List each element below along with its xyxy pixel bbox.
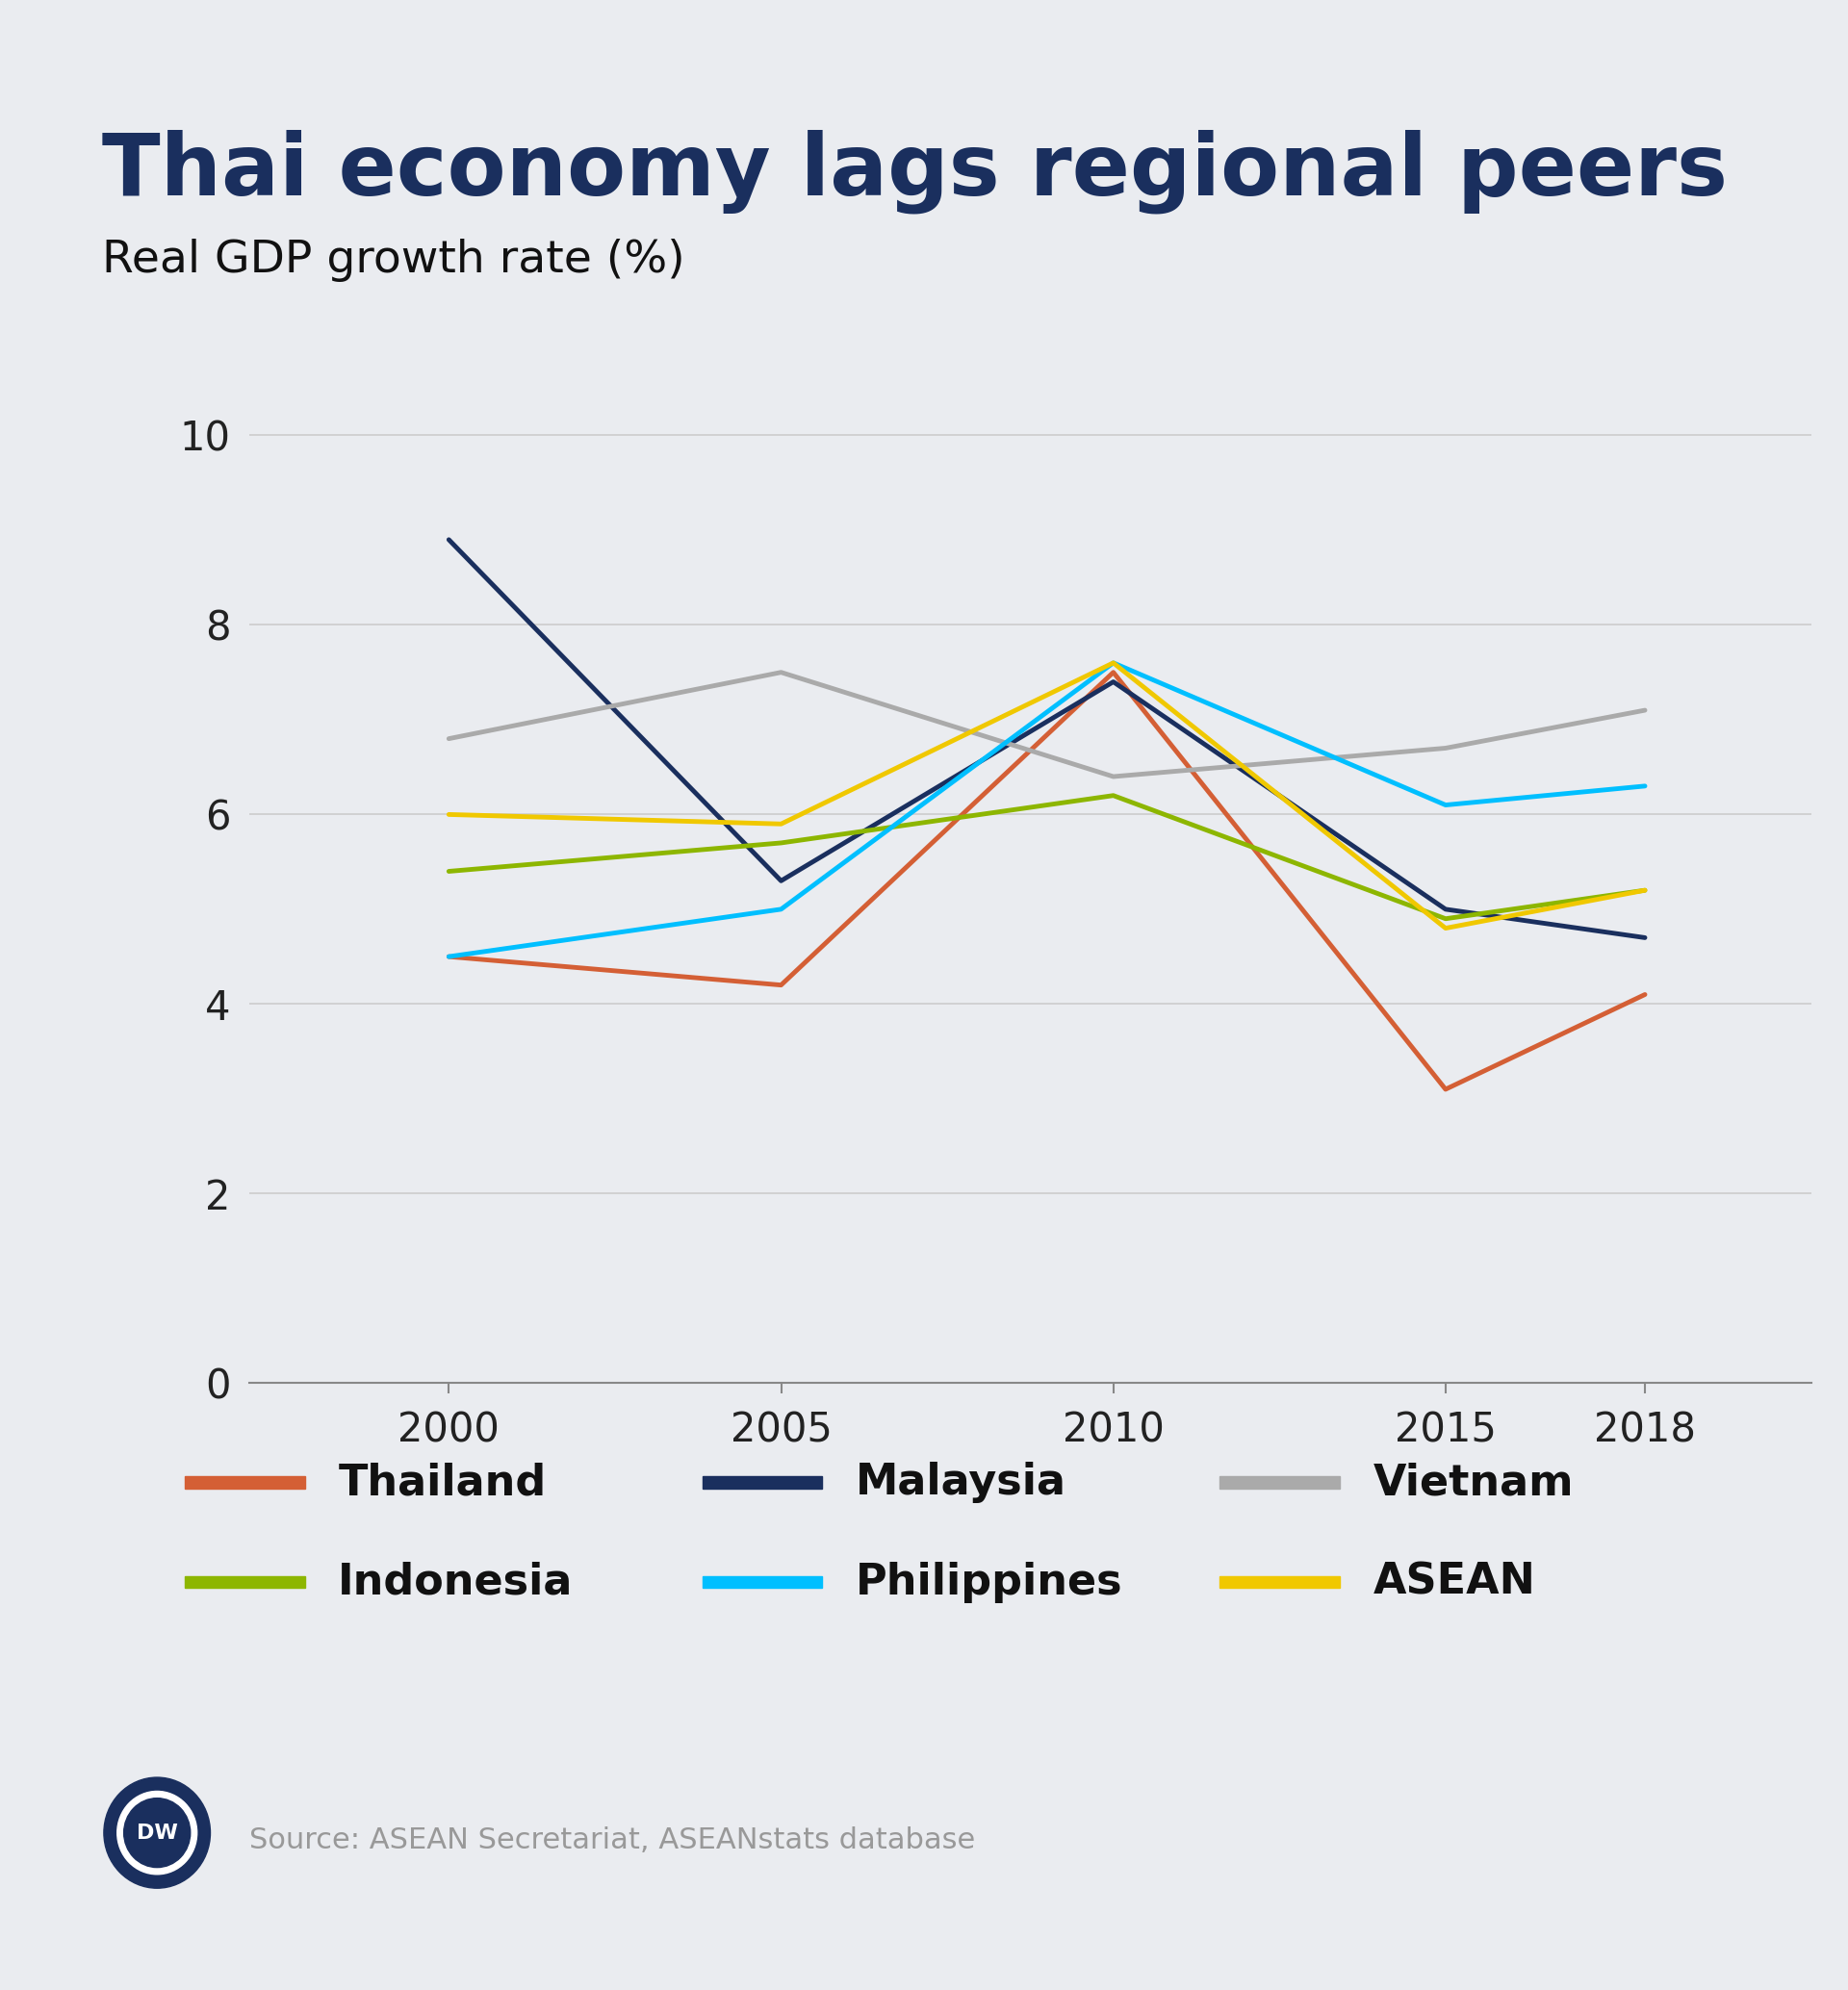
Text: DW: DW bbox=[137, 1823, 177, 1843]
Text: Thailand: Thailand bbox=[338, 1463, 547, 1502]
Circle shape bbox=[103, 1777, 211, 1889]
Text: Philippines: Philippines bbox=[856, 1562, 1124, 1602]
Circle shape bbox=[116, 1791, 198, 1875]
Text: Vietnam: Vietnam bbox=[1373, 1463, 1574, 1502]
Circle shape bbox=[124, 1799, 190, 1867]
Text: Malaysia: Malaysia bbox=[856, 1463, 1066, 1502]
Text: Real GDP growth rate (%): Real GDP growth rate (%) bbox=[102, 239, 684, 283]
Text: ASEAN: ASEAN bbox=[1373, 1562, 1536, 1602]
Text: Thai economy lags regional peers: Thai economy lags regional peers bbox=[102, 129, 1728, 213]
Text: Indonesia: Indonesia bbox=[338, 1562, 573, 1602]
Text: Source: ASEAN Secretariat, ASEANstats database: Source: ASEAN Secretariat, ASEANstats da… bbox=[249, 1827, 976, 1855]
